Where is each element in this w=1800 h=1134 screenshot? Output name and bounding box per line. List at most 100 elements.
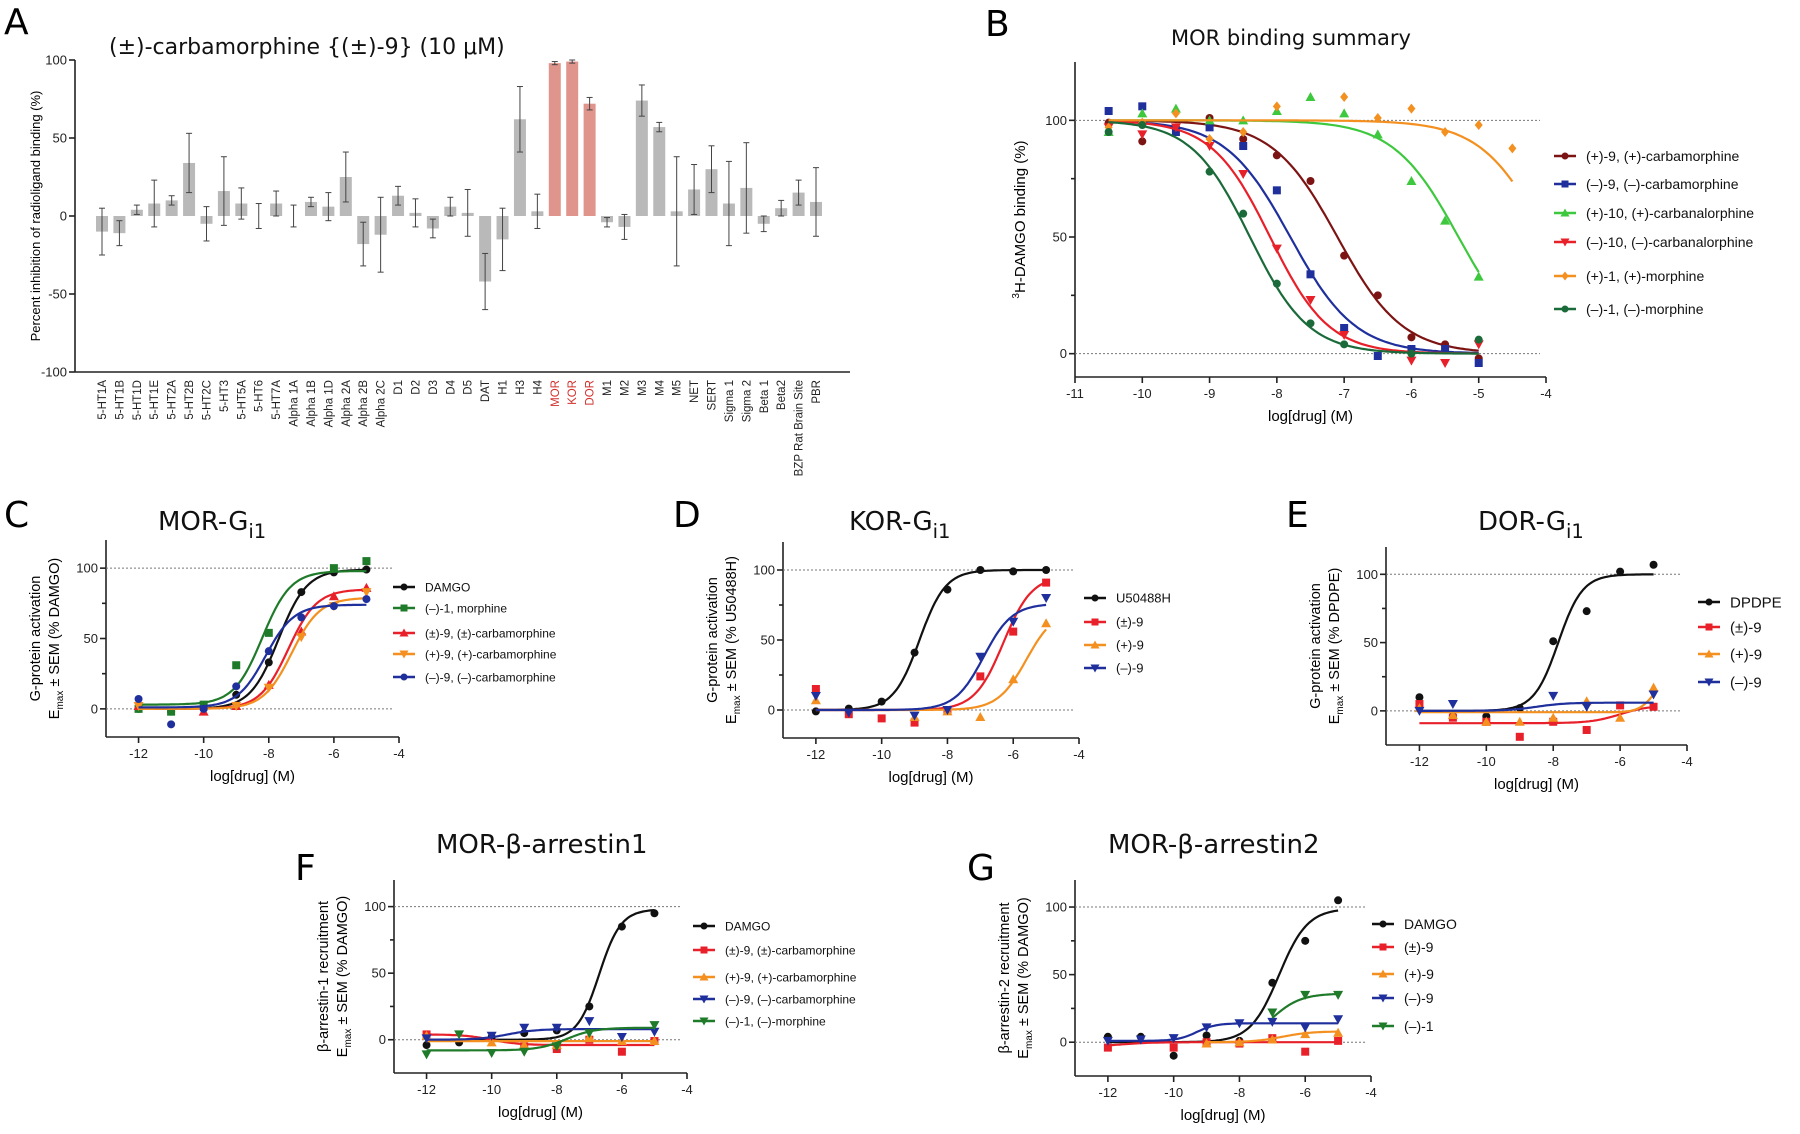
- panel-g: G MOR-β-arrestin2 0 50 100 -12 -10 -8 -6 -4 log[dr…: [967, 830, 1457, 1124]
- marker-square: [1441, 345, 1450, 353]
- marker-circle: [1407, 349, 1416, 358]
- legend-label: (±)-9: [1730, 619, 1762, 636]
- x-axis-label: log[drug] (M): [888, 769, 973, 786]
- marker-circle: [1415, 693, 1424, 702]
- marker-triangle-down: [486, 1049, 497, 1059]
- x-category-label: Alpha 2A: [341, 380, 353, 427]
- marker-circle: [1272, 151, 1281, 160]
- marker-square: [1205, 123, 1214, 132]
- marker-triangle-down: [1008, 617, 1019, 627]
- marker-circle: [167, 720, 176, 729]
- marker-triangle-up: [1170, 103, 1181, 113]
- marker-circle: [1205, 167, 1214, 176]
- marker-triangle-up: [399, 628, 409, 637]
- series-2: (+)-9: [1201, 966, 1434, 1048]
- marker-triangle-up: [486, 1037, 497, 1047]
- marker-circle: [1474, 335, 1483, 344]
- x-category-label: BZP Rat Brain Site: [794, 380, 806, 476]
- x-category-label: Beta2: [776, 380, 788, 410]
- marker-square: [264, 628, 273, 637]
- marker-triangle-up: [1548, 712, 1559, 722]
- marker-square: [1474, 359, 1483, 367]
- x-category-label: 5-HT3: [219, 380, 231, 412]
- marker-triangle-down: [1447, 700, 1458, 710]
- marker-diamond: [1272, 101, 1281, 112]
- y-axis-label-line2: Emax ± SEM (% DAMGO): [1016, 897, 1035, 1058]
- chart-title: MOR binding summary: [1171, 26, 1411, 50]
- x-tick-label: -8: [1271, 386, 1283, 401]
- marker-circle: [1582, 607, 1591, 616]
- panel-label: B: [985, 4, 1010, 45]
- marker-square: [1582, 725, 1591, 734]
- x-tick-label: -12: [1098, 1085, 1117, 1100]
- marker-triangle-down: [1378, 994, 1388, 1003]
- legend-label: (–)-9, (–)-carbamorphine: [425, 670, 556, 684]
- marker-triangle-down: [1333, 1015, 1344, 1025]
- y-label-subscript: max: [1024, 1030, 1035, 1049]
- marker-triangle-down: [1090, 664, 1100, 673]
- marker-triangle-up: [1090, 640, 1100, 649]
- marker-square: [1272, 186, 1281, 195]
- x-category-label: H1: [498, 380, 510, 395]
- marker-diamond: [1561, 271, 1569, 281]
- chart-title: MOR-β-arrestin2: [1108, 830, 1320, 860]
- marker-triangle-up: [1560, 208, 1570, 217]
- y-tick-label: 50: [1053, 967, 1067, 982]
- x-category-label: Sigma 1: [724, 380, 736, 422]
- series-0: DPDPE: [1415, 560, 1782, 721]
- marker-square: [1104, 107, 1113, 115]
- x-tick-label: -12: [417, 1082, 436, 1097]
- fit-curve: [1419, 693, 1655, 714]
- marker-circle: [264, 647, 273, 656]
- y-label-rest: ± SEM (% DAMGO): [335, 896, 351, 1029]
- marker-triangle-down: [1168, 1034, 1179, 1044]
- x-category-label: D2: [410, 380, 422, 395]
- marker-triangle-down: [1271, 244, 1282, 254]
- marker-triangle-down: [1238, 170, 1249, 179]
- marker-circle: [877, 697, 886, 706]
- y-label-superscript: 3: [1011, 293, 1022, 299]
- y-label-subscript: max: [732, 695, 743, 714]
- x-category-label: 5-HT1A: [97, 380, 109, 420]
- marker-square: [700, 946, 708, 954]
- x-category-label: MOR: [550, 380, 562, 407]
- x-category-label: Alpha 1D: [323, 380, 335, 427]
- marker-circle: [1138, 137, 1147, 146]
- marker-circle: [1340, 340, 1349, 349]
- fit-curve: [138, 597, 367, 710]
- x-category-label: 5-HT7A: [271, 380, 283, 420]
- y-axis-label-line2: Emax ± SEM (% DAMGO): [335, 896, 354, 1057]
- marker-triangle-up: [1201, 1038, 1212, 1048]
- marker-circle: [1561, 152, 1569, 160]
- y-label-rest: ± SEM (% DPDPE): [1327, 568, 1343, 696]
- legend-label: DPDPE: [1730, 594, 1782, 611]
- marker-triangle-up: [519, 1040, 530, 1050]
- fit-curve: [1108, 119, 1480, 273]
- panel-label: A: [4, 2, 29, 43]
- marker-circle: [1379, 920, 1387, 928]
- y-axis-label: Percent inhibition of radioligand bindin…: [28, 91, 43, 342]
- marker-triangle-up: [1372, 129, 1383, 139]
- y-axis-label-line1: G-protein activation: [28, 576, 44, 702]
- fit-curve: [1108, 119, 1514, 183]
- marker-triangle-down: [616, 1033, 627, 1043]
- marker-circle: [910, 648, 919, 657]
- chart-title-text: KOR-G: [849, 507, 933, 537]
- x-tick-label: -10: [872, 747, 891, 762]
- y-tick-label: 100: [76, 561, 98, 576]
- y-tick-label: 0: [1371, 703, 1378, 718]
- fit-curve: [1107, 1022, 1339, 1042]
- series-4: (–)-1: [1267, 990, 1434, 1034]
- y-label-subscript: max: [343, 1029, 354, 1048]
- fit-curve: [1108, 120, 1479, 355]
- x-tick-label: -8: [551, 1082, 563, 1097]
- y-axis-label-line2: Emax ± SEM (% U50488H): [724, 556, 743, 724]
- marker-triangle-down: [296, 633, 307, 643]
- x-tick-label: -8: [1547, 754, 1559, 769]
- fit-curve: [1108, 121, 1479, 355]
- marker-triangle-down: [1581, 702, 1592, 712]
- marker-circle: [422, 1041, 431, 1050]
- marker-triangle-down: [133, 702, 144, 712]
- series-3: (–)-9: [810, 594, 1143, 721]
- x-category-label: PBR: [811, 380, 823, 404]
